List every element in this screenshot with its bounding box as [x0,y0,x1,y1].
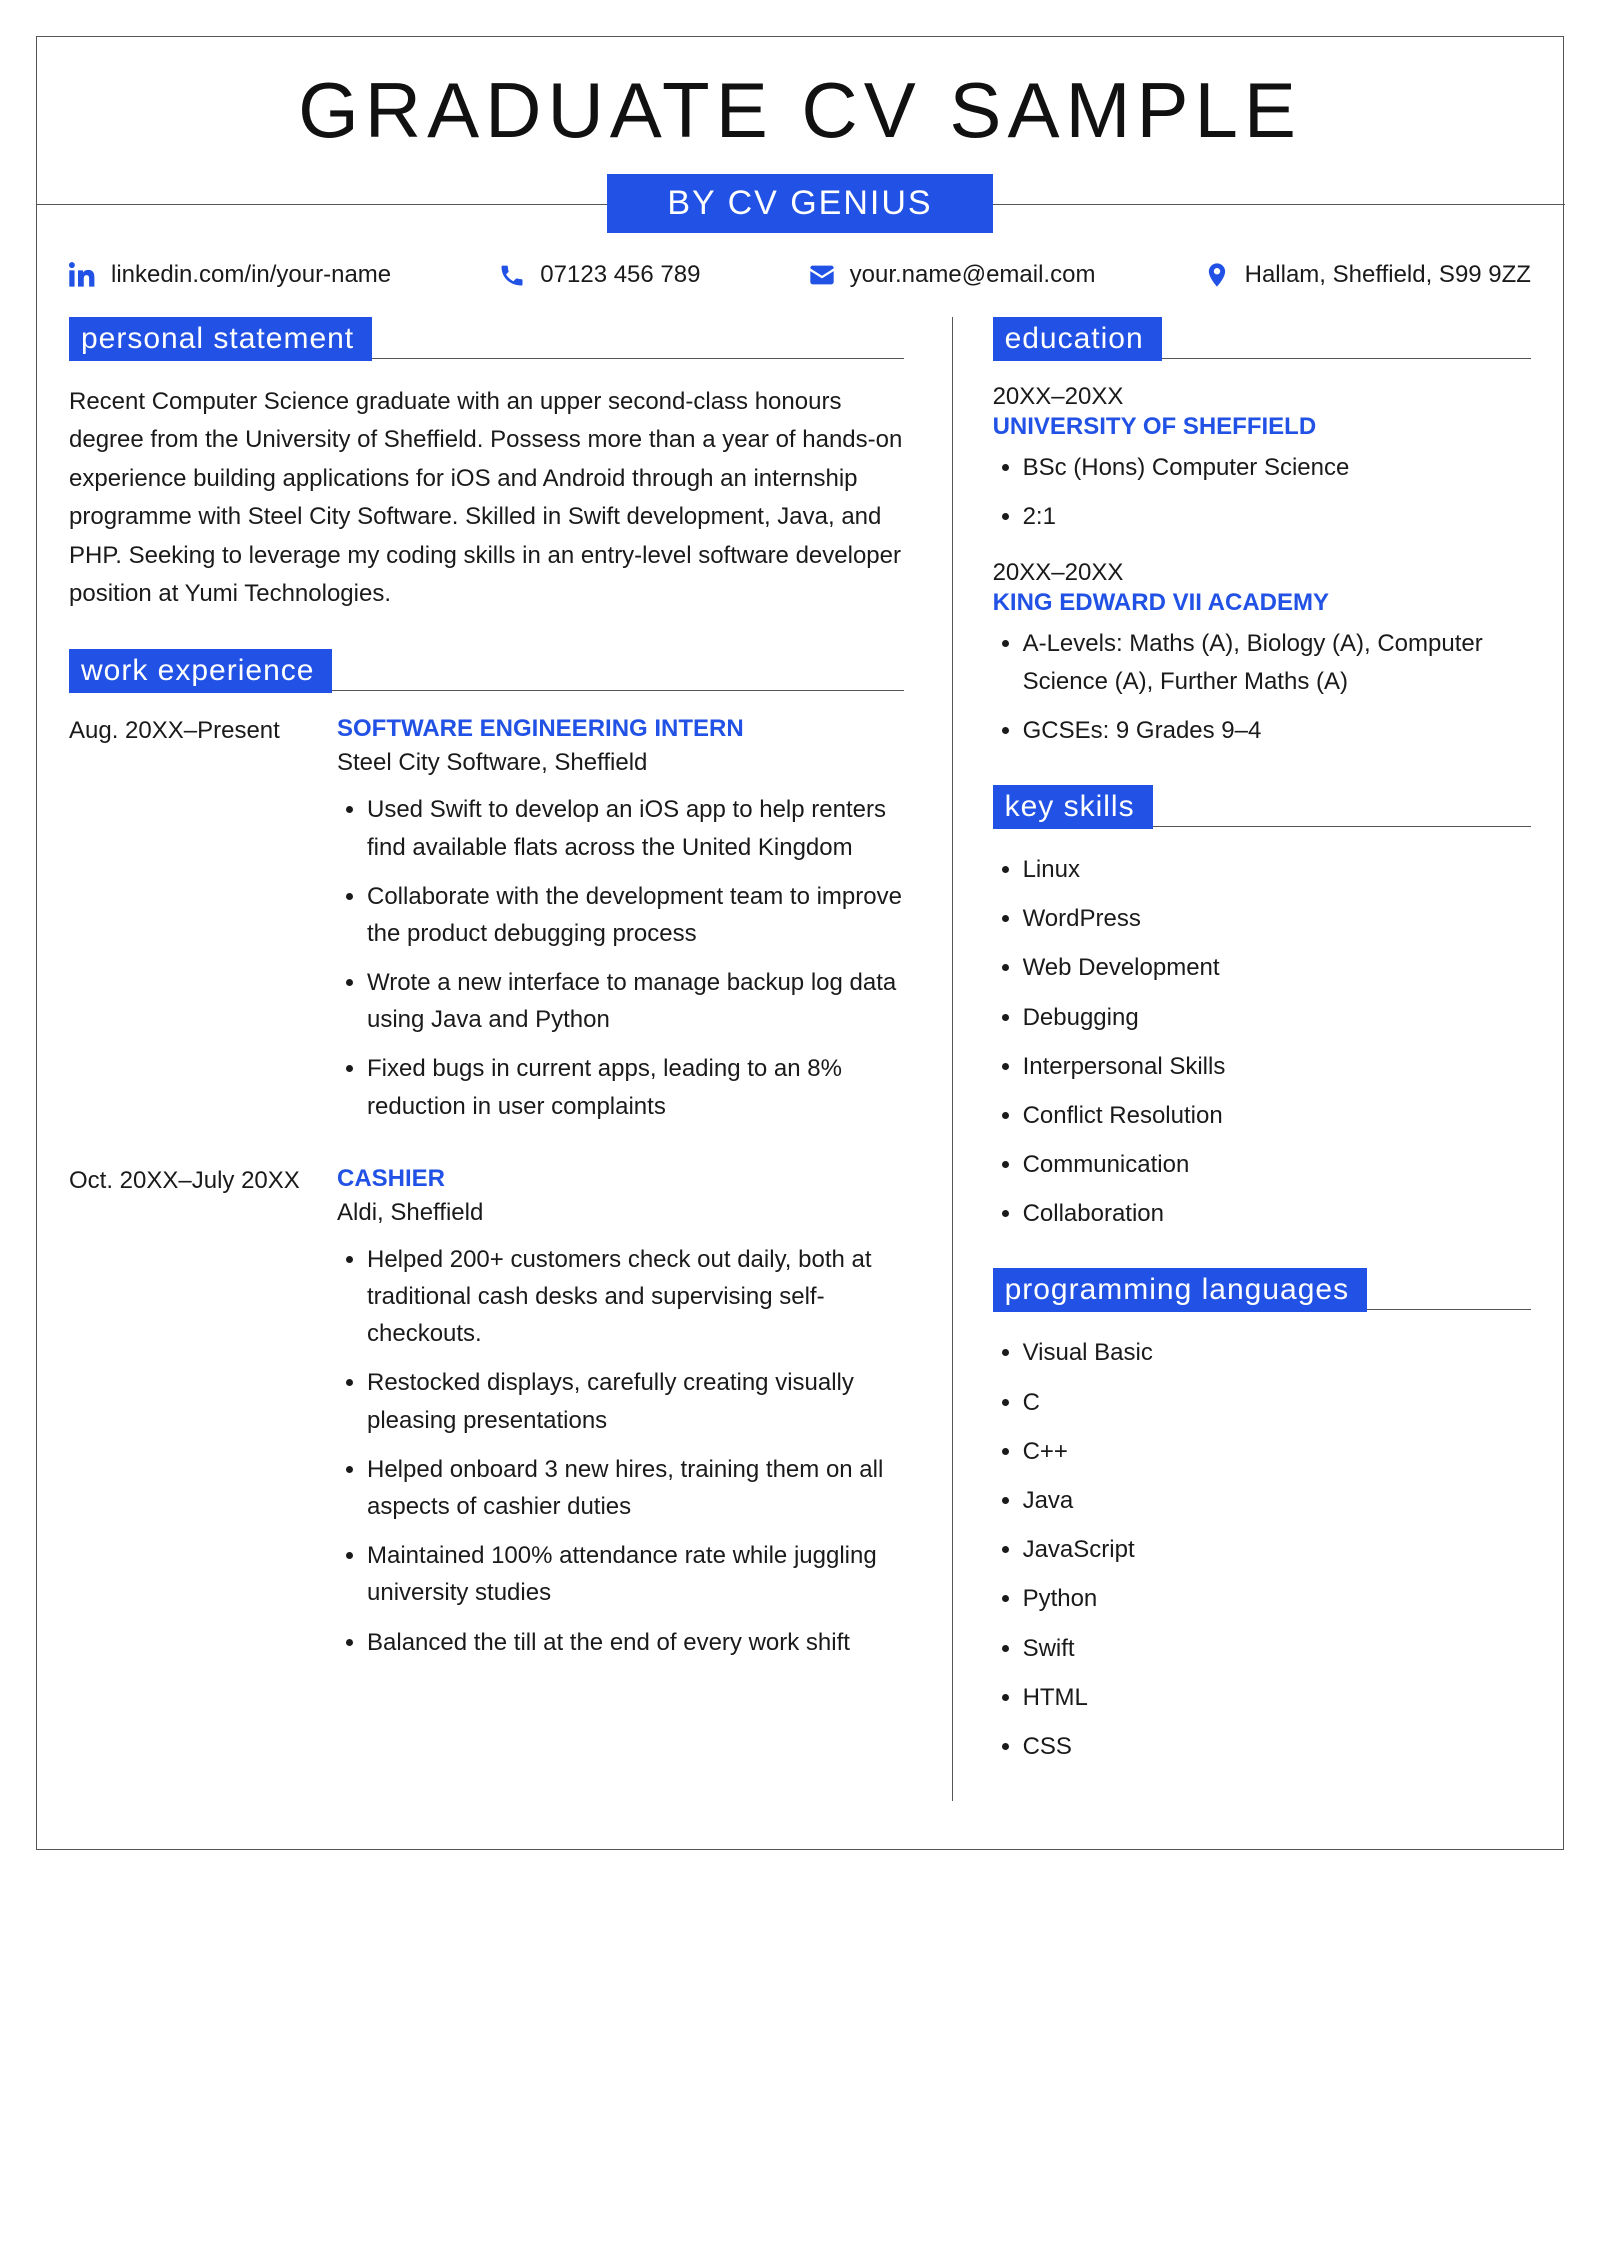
education-entry-title: KING EDWARD VII ACADEMY [993,589,1531,617]
list-item: CSS [1023,1728,1531,1765]
location-text: Hallam, Sheffield, S99 9ZZ [1245,261,1531,289]
right-column: education 20XX–20XXUNIVERSITY OF SHEFFIE… [952,317,1531,1801]
list-item: Web Development [1023,949,1531,986]
list-item: Debugging [1023,999,1531,1036]
list-item: Communication [1023,1146,1531,1183]
education-entry-bullets: BSc (Hons) Computer Science 2:1 [993,449,1531,535]
education-entry-bullets: A-Levels: Maths (A), Biology (A), Comput… [993,625,1531,749]
phone-icon [498,261,526,289]
list-item: Visual Basic [1023,1334,1531,1371]
list-item: Helped onboard 3 new hires, training the… [367,1451,904,1525]
subtitle-bar: BY CV GENIUS [36,174,1565,233]
subtitle-text: BY CV GENIUS [607,174,992,233]
programming-languages-list: Visual Basic C C++ Java JavaScript Python Swif… [993,1334,1531,1765]
work-entry: Aug. 20XX–PresentSOFTWARE ENGINEERING IN… [69,715,904,1137]
work-entry-subtitle: Aldi, Sheffield [337,1199,904,1227]
list-item: Maintained 100% attendance rate while ju… [367,1537,904,1611]
key-skills-list: Linux WordPress Web Development Debugging In… [993,851,1531,1233]
list-item: A-Levels: Maths (A), Biology (A), Comput… [1023,625,1531,699]
section-heading: education [993,317,1531,361]
work-entry-body: CASHIER Aldi, Sheffield Helped 200+ custom… [337,1165,904,1673]
list-item: WordPress [1023,900,1531,937]
work-entry-body: SOFTWARE ENGINEERING INTERN Steel City So… [337,715,904,1137]
work-entry-subtitle: Steel City Software, Sheffield [337,749,904,777]
list-item: 2:1 [1023,498,1531,535]
email-text: your.name@email.com [850,261,1096,289]
section-programming-languages: programming languages Visual Basic C C++ Ja… [993,1268,1531,1765]
work-entry-title: SOFTWARE ENGINEERING INTERN [337,715,904,743]
work-entry-date: Oct. 20XX–July 20XX [69,1165,309,1673]
linkedin-icon [69,261,97,289]
list-item: Linux [1023,851,1531,888]
list-item: Swift [1023,1630,1531,1667]
contact-email: your.name@email.com [808,261,1096,289]
work-entry: Oct. 20XX–July 20XX CASHIER Aldi, Sheffiel… [69,1165,904,1673]
section-heading-label: programming languages [993,1268,1368,1312]
work-entry-bullets: Helped 200+ customers check out daily, b… [337,1241,904,1661]
education-entry: 20XX–20XXUNIVERSITY OF SHEFFIELD BSc (Hon… [993,383,1531,535]
education-entry-date: 20XX–20XX [993,383,1531,411]
section-heading: work experience [69,649,904,693]
list-item: BSc (Hons) Computer Science [1023,449,1531,486]
list-item: Collaboration [1023,1195,1531,1232]
linkedin-text: linkedin.com/in/your-name [111,261,391,289]
section-heading-label: personal statement [69,317,372,361]
contact-linkedin: linkedin.com/in/your-name [69,261,391,289]
list-item: Wrote a new interface to manage backup l… [367,964,904,1038]
education-entries: 20XX–20XXUNIVERSITY OF SHEFFIELDBSc (Hon… [993,383,1531,749]
contact-row: linkedin.com/in/your-name 07123 456 789 … [37,233,1563,317]
list-item: Java [1023,1482,1531,1519]
list-item: Python [1023,1580,1531,1617]
education-entry-title: UNIVERSITY OF SHEFFIELD [993,413,1531,441]
header: GRADUATE CV SAMPLE BY CV GENIUS [37,37,1563,233]
work-experience-entries: Aug. 20XX–PresentSOFTWARE ENGINEERING IN… [69,715,904,1672]
location-icon [1203,261,1231,289]
body-columns: personal statement Recent Computer Scien… [37,317,1563,1849]
contact-phone: 07123 456 789 [498,261,700,289]
list-item: GCSEs: 9 Grades 9–4 [1023,712,1531,749]
work-entry-bullets: Used Swift to develop an iOS app to help… [337,791,904,1125]
list-item: Conflict Resolution [1023,1097,1531,1134]
list-item: Balanced the till at the end of every wo… [367,1624,904,1661]
list-item: HTML [1023,1679,1531,1716]
section-key-skills: key skills Linux WordPress Web Development… [993,785,1531,1233]
list-item: Collaborate with the development team to… [367,878,904,952]
education-entry: 20XX–20XXKING EDWARD VII ACADEMY A-Levels… [993,559,1531,749]
list-item: Used Swift to develop an iOS app to help… [367,791,904,865]
section-heading: personal statement [69,317,904,361]
personal-statement-body: Recent Computer Science graduate with an… [69,383,904,613]
list-item: C++ [1023,1433,1531,1470]
phone-text: 07123 456 789 [540,261,700,289]
list-item: Restocked displays, carefully creating v… [367,1364,904,1438]
work-entry-title: CASHIER [337,1165,904,1193]
left-column: personal statement Recent Computer Scien… [69,317,904,1801]
list-item: JavaScript [1023,1531,1531,1568]
work-entry-date: Aug. 20XX–Present [69,715,309,1137]
contact-location: Hallam, Sheffield, S99 9ZZ [1203,261,1531,289]
section-education: education 20XX–20XXUNIVERSITY OF SHEFFIE… [993,317,1531,749]
mail-icon [808,261,836,289]
section-heading: programming languages [993,1268,1531,1312]
education-entry-date: 20XX–20XX [993,559,1531,587]
section-work-experience: work experience Aug. 20XX–PresentSOFTWAR… [69,649,904,1672]
section-personal-statement: personal statement Recent Computer Scien… [69,317,904,613]
list-item: Fixed bugs in current apps, leading to a… [367,1050,904,1124]
section-heading-label: education [993,317,1162,361]
list-item: Helped 200+ customers check out daily, b… [367,1241,904,1353]
list-item: Interpersonal Skills [1023,1048,1531,1085]
section-heading: key skills [993,785,1531,829]
section-heading-label: work experience [69,649,332,693]
page-title: GRADUATE CV SAMPLE [37,65,1563,156]
section-heading-label: key skills [993,785,1153,829]
cv-page: GRADUATE CV SAMPLE BY CV GENIUS linkedin… [36,36,1564,1850]
list-item: C [1023,1384,1531,1421]
